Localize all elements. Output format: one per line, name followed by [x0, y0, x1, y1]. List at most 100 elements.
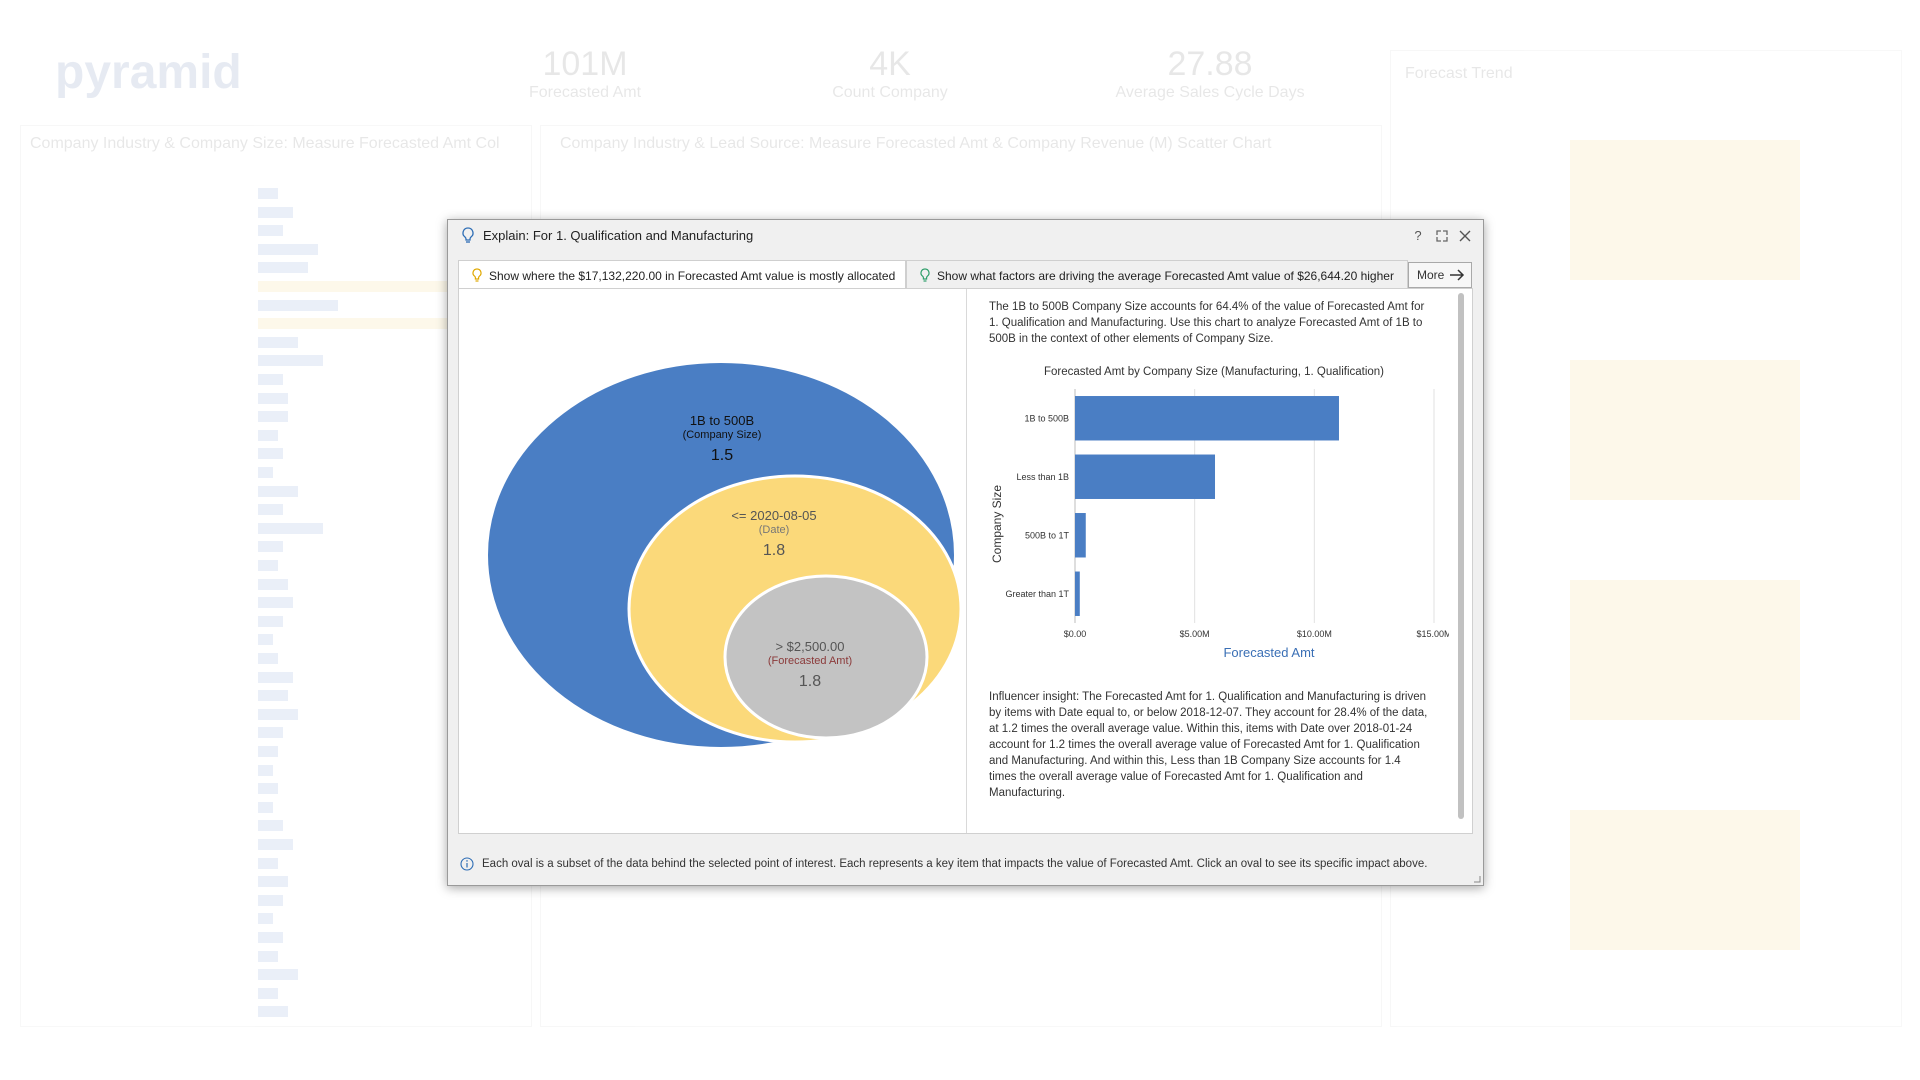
allocation-summary: The 1B to 500B Company Size accounts for… [989, 301, 1425, 345]
maximize-icon[interactable] [1432, 226, 1452, 246]
tab-label: Show what factors are driving the averag… [937, 269, 1394, 283]
bg-bar [258, 374, 283, 385]
bg-bar [258, 987, 278, 999]
bg-bar [258, 764, 273, 776]
oval-date-value: 1.8 [763, 542, 785, 559]
bg-bar [258, 634, 273, 646]
company-size-bar-chart: Forecasted Amt by Company Size (Manufact… [990, 366, 1449, 659]
panel-title: Forecast Trend [1405, 65, 1513, 82]
bg-area [1570, 810, 1800, 950]
chart-bar[interactable] [1075, 396, 1339, 441]
chart-bar[interactable] [1075, 571, 1080, 616]
bg-bar [258, 355, 323, 367]
bg-bar [258, 541, 283, 553]
bg-bar [258, 615, 283, 627]
help-button[interactable]: ? [1414, 228, 1422, 243]
chart-bar[interactable] [1075, 513, 1086, 558]
oval-date-title: <= 2020-08-05 [731, 508, 816, 523]
kpi-value: 4K [869, 45, 911, 83]
influencer-insight: Influencer insight: The Forecasted Amt f… [989, 691, 1428, 799]
bg-bar [258, 243, 318, 255]
bg-bar [258, 597, 293, 609]
explain-content: 1B to 500B (Company Size) 1.5 <= 2020-08… [458, 288, 1473, 834]
explain-dialog: Explain: For 1. Qualification and Manufa… [447, 219, 1484, 886]
oval-company-size-value: 1.5 [711, 447, 733, 464]
bg-bar [258, 746, 278, 757]
panel-title: Company Industry & Company Size: Measure… [30, 135, 500, 152]
bg-bar [258, 653, 278, 664]
bg-bar [258, 206, 293, 218]
bg-bar [258, 1006, 288, 1018]
oval-amt-title: > $2,500.00 [775, 639, 844, 654]
resize-grip-icon[interactable] [1473, 875, 1481, 883]
tab-allocation[interactable]: Show where the $17,132,220.00 in Forecas… [458, 260, 906, 290]
bg-bar [258, 429, 278, 441]
pyramid-logo: pyramid [55, 46, 242, 99]
bg-bar [258, 801, 273, 813]
bg-bar [258, 504, 283, 516]
oval-amt-value: 1.8 [799, 673, 821, 690]
lightbulb-icon [920, 268, 930, 282]
chart-category-label: 500B to 1T [1025, 530, 1070, 540]
chart-category-labels: 1B to 500B Less than 1B 500B to 1T Greater … [1005, 413, 1069, 599]
chart-category-label: Less than 1B [1016, 472, 1069, 482]
chart-x-tick-label: $0.00 [1064, 629, 1087, 639]
more-label: More [1417, 268, 1445, 282]
info-icon [460, 857, 474, 871]
bg-bar [258, 485, 298, 497]
bg-bar [258, 467, 273, 478]
lightbulb-icon [462, 227, 474, 243]
chart-title: Forecasted Amt by Company Size (Manufact… [1044, 366, 1384, 378]
bg-bar [258, 578, 288, 590]
bg-bar [258, 950, 278, 962]
more-button[interactable]: More [1408, 262, 1472, 288]
bg-bar [258, 913, 273, 925]
kpi-count-company: 4K Count Company [810, 45, 970, 102]
content-scrollbar[interactable] [1458, 293, 1464, 819]
close-icon[interactable] [1455, 226, 1475, 246]
bg-bar [258, 299, 338, 311]
chart-x-axis-label: Forecasted Amt [1223, 645, 1314, 659]
chart-x-tick-label: $5.00M [1180, 629, 1210, 639]
oval-amt-subtitle: (Forecasted Amt) [768, 655, 852, 667]
chart-bar[interactable] [1075, 454, 1216, 499]
lightbulb-icon [472, 268, 482, 282]
influence-ovals: 1B to 500B (Company Size) 1.5 <= 2020-08… [486, 361, 963, 749]
chart-bars [1075, 396, 1339, 616]
kpi-forecasted-amt: 101M Forecasted Amt [505, 45, 665, 102]
bg-bar [258, 894, 283, 906]
kpi-sales-cycle: 27.88 Average Sales Cycle Days [1110, 45, 1310, 102]
arrow-right-icon [1450, 269, 1465, 281]
footer-text: Each oval is a subset of the data behind… [482, 858, 1428, 870]
tab-label: Show where the $17,132,220.00 in Forecas… [489, 269, 896, 283]
content-divider [966, 289, 967, 833]
oval-forecasted-amt[interactable] [723, 574, 929, 740]
bg-bar [258, 560, 278, 571]
bg-bar [258, 708, 298, 720]
tab-drivers[interactable]: Show what factors are driving the averag… [906, 260, 1408, 290]
bg-bar [258, 690, 288, 702]
bg-bar [258, 411, 288, 423]
bg-bar [258, 671, 293, 683]
bg-bar [258, 783, 278, 795]
kpi-label: Average Sales Cycle Days [1115, 84, 1305, 101]
bg-bar [258, 522, 323, 534]
bg-area [1570, 580, 1800, 720]
bg-area [1570, 360, 1800, 500]
bg-bar [258, 876, 288, 888]
bg-bar [258, 932, 283, 943]
oval-company-size-title: 1B to 500B [690, 413, 754, 428]
bg-bar [258, 225, 283, 237]
bg-area [1570, 140, 1800, 280]
dialog-title: Explain: For 1. Qualification and Manufa… [483, 228, 754, 243]
kpi-value: 101M [542, 45, 628, 83]
oval-date-subtitle: (Date) [759, 524, 790, 536]
bg-bar [258, 262, 308, 274]
bg-bar [258, 336, 298, 348]
kpi-value: 27.88 [1167, 45, 1253, 83]
bg-bar [258, 820, 283, 832]
bg-bar [258, 727, 283, 739]
oval-company-size-subtitle: (Company Size) [683, 429, 762, 441]
kpi-label: Forecasted Amt [528, 84, 642, 101]
bg-bar [258, 839, 293, 850]
